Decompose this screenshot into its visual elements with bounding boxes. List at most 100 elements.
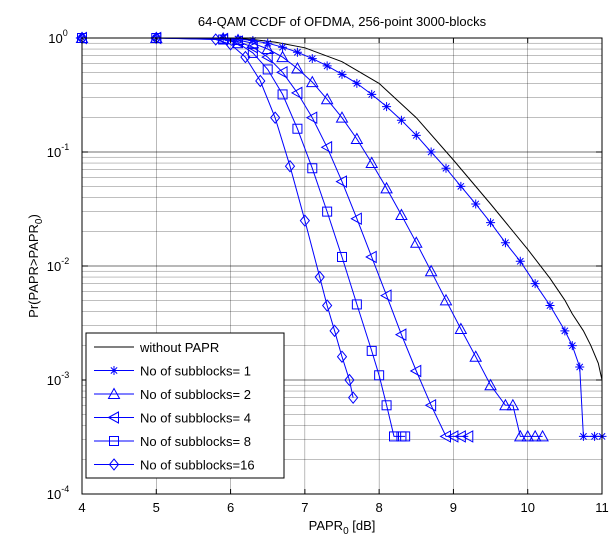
legend-marker	[107, 411, 119, 424]
data-point	[560, 326, 570, 336]
data-point	[469, 350, 483, 362]
data-point	[284, 159, 296, 173]
data-point	[380, 181, 393, 194]
data-point	[307, 163, 318, 174]
data-point	[307, 54, 317, 64]
data-point	[337, 69, 347, 79]
data-point	[424, 264, 438, 277]
data-point	[322, 61, 332, 71]
data-point	[506, 398, 520, 411]
data-point	[247, 47, 258, 58]
series-line	[82, 37, 406, 437]
data-point	[530, 279, 540, 289]
series-line	[82, 37, 603, 381]
data-point	[484, 378, 497, 391]
data-point	[441, 163, 451, 173]
data-point	[382, 102, 392, 112]
legend-label: No of subblocks= 4	[140, 411, 251, 426]
data-point	[394, 328, 407, 341]
data-point	[409, 236, 423, 248]
legend-marker	[109, 366, 119, 375]
data-point	[439, 430, 451, 443]
data-point	[320, 92, 334, 105]
data-point	[350, 132, 364, 145]
data-point	[590, 431, 600, 441]
data-point	[454, 430, 466, 443]
data-point	[218, 34, 229, 45]
data-point	[335, 175, 347, 188]
series-layer	[75, 31, 607, 443]
chart-title: 64-QAM CCDF of OFDMA, 256-point 3000-blo…	[198, 14, 487, 29]
data-point	[411, 130, 421, 140]
axis-ticks: 4 5 6 7 8 9 10 11 10-4 10-3 10-2 10-1 100	[47, 28, 609, 515]
data-point	[255, 74, 266, 88]
data-point	[292, 47, 302, 57]
data-point	[344, 373, 355, 387]
data-point	[278, 42, 288, 52]
x-tick-label: 8	[376, 500, 383, 515]
data-point	[461, 430, 474, 443]
data-point	[366, 345, 377, 356]
data-point	[365, 250, 377, 264]
legend-marker	[109, 436, 119, 446]
data-point	[395, 208, 408, 221]
data-point	[389, 431, 399, 442]
series-line	[82, 37, 354, 398]
data-point	[367, 89, 377, 99]
data-point	[486, 218, 496, 228]
data-point	[500, 238, 510, 248]
data-point	[528, 429, 542, 442]
y-tick-label: 10-3	[47, 370, 69, 388]
data-point	[446, 430, 459, 443]
data-point	[277, 89, 288, 100]
data-point	[380, 289, 392, 302]
x-tick-label: 10	[520, 500, 534, 515]
data-point	[276, 50, 289, 63]
data-point	[299, 214, 311, 227]
legend-marker	[107, 387, 121, 399]
data-point	[499, 398, 512, 411]
y-axis-label: Pr(PAPR>PAPR0)	[26, 214, 45, 318]
x-tick-label: 7	[301, 500, 308, 515]
y-tick-label: 10-2	[47, 256, 69, 274]
data-point	[233, 38, 243, 49]
data-point	[248, 36, 258, 46]
data-point	[381, 400, 392, 411]
data-point	[513, 429, 527, 442]
data-point	[471, 199, 481, 209]
x-tick-label: 5	[153, 500, 160, 515]
x-tick-label: 11	[595, 500, 609, 515]
data-point	[240, 50, 251, 64]
data-point	[321, 299, 333, 312]
data-point	[439, 293, 453, 306]
data-point	[262, 64, 273, 75]
data-point	[322, 206, 333, 217]
x-axis-label: PAPR0 [dB]	[309, 518, 376, 537]
data-point	[337, 251, 347, 262]
data-point	[575, 362, 585, 372]
data-point	[246, 40, 258, 54]
legend-label: No of subblocks= 1	[140, 364, 251, 379]
data-point	[396, 115, 406, 125]
data-point	[290, 86, 303, 100]
data-point	[456, 181, 466, 191]
data-point	[424, 398, 437, 412]
legend-label: without PAPR	[139, 340, 219, 355]
x-tick-label: 9	[450, 500, 457, 515]
data-point	[521, 429, 535, 442]
y-tick-label: 10-4	[47, 484, 69, 502]
data-point	[336, 350, 348, 364]
legend-label: No of subblocks= 8	[140, 434, 251, 449]
data-point	[269, 111, 281, 124]
data-point	[329, 324, 340, 338]
legend-marker	[108, 458, 120, 471]
series-6	[76, 31, 359, 404]
data-point	[454, 322, 468, 335]
data-point	[567, 341, 577, 351]
data-point	[335, 111, 349, 123]
y-tick-label: 100	[48, 28, 67, 46]
data-point	[292, 123, 303, 134]
data-point	[515, 256, 525, 266]
x-tick-label: 4	[78, 500, 85, 515]
